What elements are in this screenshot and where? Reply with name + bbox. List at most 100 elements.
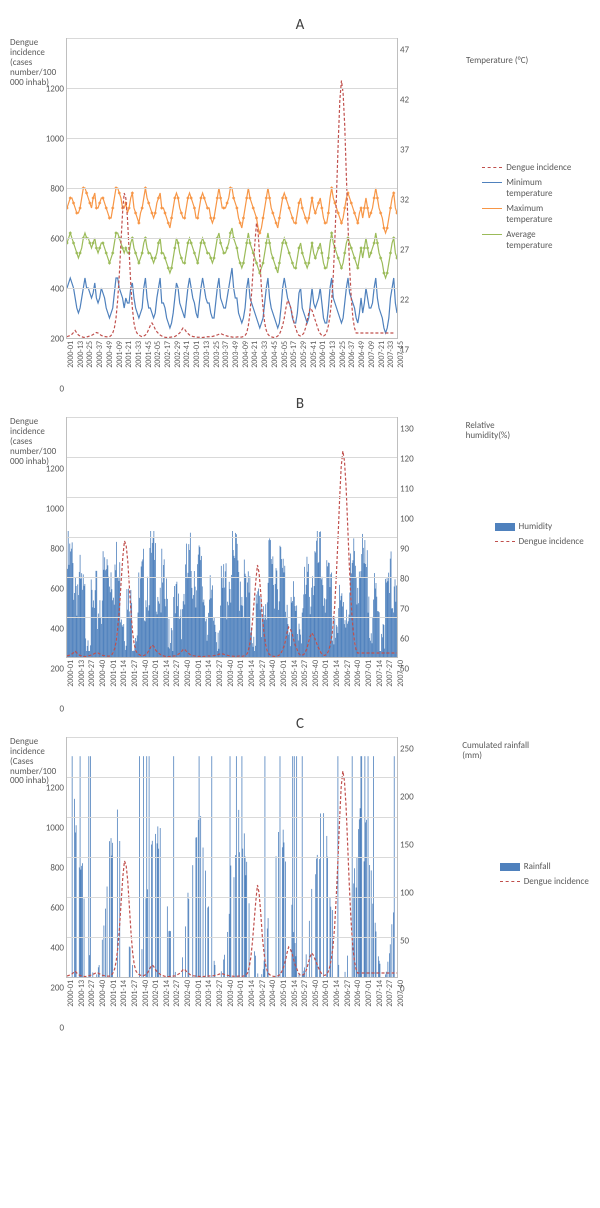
right-tick: 250: [400, 743, 414, 754]
x-tick: 2006-01: [318, 341, 328, 368]
x-tick: 2005-40: [311, 660, 321, 687]
x-tick: 2004-27: [258, 660, 268, 687]
x-tick: 2006-01: [321, 980, 331, 1007]
right-tick: 100: [400, 887, 414, 898]
x-tick: 2002-01: [151, 660, 161, 687]
x-tick: 2003-14: [204, 660, 214, 687]
chart-c-yright-title: Cumulated rainfall (mm): [462, 741, 546, 761]
x-tick: 2005-27: [300, 660, 310, 687]
x-tick: 2004-01: [236, 660, 246, 687]
x-tick: 2005-14: [290, 660, 300, 687]
right-tick: 110: [400, 484, 414, 495]
x-tick: 2005-40: [311, 980, 321, 1007]
chart-a-yleft-title: Dengue incidence (cases number/100 000 i…: [10, 38, 66, 87]
x-tick: 2004-01: [236, 980, 246, 1007]
left-tick: 600: [50, 234, 64, 245]
x-tick: 2007-09: [367, 341, 377, 368]
x-tick: 2003-49: [231, 341, 241, 368]
x-tick: 2000-01: [66, 980, 76, 1007]
x-tick: 2001-33: [134, 341, 144, 368]
x-tick: 2007-01: [364, 980, 374, 1007]
legend-item: Maximum temperature: [482, 203, 578, 225]
x-tick: 2003-27: [215, 660, 225, 687]
x-tick: 2007-14: [375, 660, 385, 687]
x-tick: 2001-14: [119, 980, 129, 1007]
left-tick: 200: [50, 334, 64, 345]
right-tick: 100: [400, 514, 414, 525]
right-tick: 50: [400, 664, 409, 675]
chart-b-legend: HumidityDengue incidence: [495, 517, 590, 551]
x-tick: 2000-40: [98, 660, 108, 687]
x-tick: 2001-27: [130, 660, 140, 687]
legend-item: Humidity: [495, 521, 590, 532]
x-tick: 2007-14: [375, 980, 385, 1007]
x-tick: 2000-01: [66, 660, 76, 687]
right-tick: 130: [400, 424, 414, 435]
right-tick: 90: [400, 544, 409, 555]
x-tick: 2005-27: [300, 980, 310, 1007]
chart-c-yleft-title: Dengue incidence (Cases number/100 000 i…: [10, 737, 66, 786]
x-tick: 2002-14: [162, 980, 172, 1007]
x-tick: 2002-40: [183, 980, 193, 1007]
x-tick: 2005-29: [299, 341, 309, 368]
x-tick: 2004-21: [250, 341, 260, 368]
x-tick: 2002-27: [172, 660, 182, 687]
right-tick: 80: [400, 574, 409, 585]
chart-b-yleft: Dengue incidence (cases number/100 000 i…: [10, 417, 66, 708]
left-tick: 600: [50, 903, 64, 914]
x-tick: 2000-13: [77, 660, 87, 687]
left-tick: 200: [50, 663, 64, 674]
x-tick: 2001-01: [109, 660, 119, 687]
right-tick: 42: [400, 95, 409, 106]
chart-c: Dengue incidence (Cases number/100 000 i…: [10, 737, 590, 1028]
legend-item: Minimum temperature: [482, 177, 578, 199]
chart-b-yleft-title: Dengue incidence (cases number/100 000 i…: [10, 417, 66, 466]
right-tick: 200: [400, 791, 414, 802]
chart-b: Dengue incidence (cases number/100 000 i…: [10, 417, 590, 708]
x-tick: 2006-27: [343, 660, 353, 687]
legend-item: Rainfall: [500, 861, 590, 872]
left-tick: 1000: [46, 823, 64, 834]
x-tick: 2000-13: [77, 980, 87, 1007]
right-tick: 32: [400, 195, 409, 206]
x-tick: 2003-01: [194, 980, 204, 1007]
legend-item: Dengue incidence: [482, 162, 578, 173]
panel-c-label: C: [10, 715, 590, 733]
chart-a-legend: Dengue incidence Minimum temperature Maxim…: [482, 158, 578, 255]
x-tick: 2000-37: [95, 341, 105, 368]
x-tick: 2006-40: [353, 660, 363, 687]
x-tick: 2007-01: [364, 660, 374, 687]
x-tick: 2005-01: [279, 980, 289, 1007]
right-tick: 47: [400, 45, 409, 56]
left-tick: 800: [50, 184, 64, 195]
right-tick: 150: [400, 839, 414, 850]
left-tick: 1000: [46, 503, 64, 514]
x-tick: 2007-33: [386, 341, 396, 368]
x-tick: 2001-27: [130, 980, 140, 1007]
x-tick: 2004-40: [268, 660, 278, 687]
x-tick: 2001-14: [119, 660, 129, 687]
x-tick: 2005-14: [290, 980, 300, 1007]
x-tick: 2004-14: [247, 660, 257, 687]
x-tick: 2002-41: [182, 341, 192, 368]
left-tick: 0: [59, 703, 64, 714]
panel-b-label: B: [10, 395, 590, 413]
chart-b-yright-title: Relative humidity(%): [466, 421, 541, 441]
x-tick: 2003-40: [226, 980, 236, 1007]
chart-a-xaxis: 2000-012000-132000-252000-372000-492001-…: [66, 339, 396, 389]
x-tick: 2006-14: [332, 980, 342, 1007]
x-tick: 2006-01: [321, 660, 331, 687]
chart-b-xaxis: 2000-012000-132000-272000-402001-012001-…: [66, 658, 396, 708]
x-tick: 2002-01: [151, 980, 161, 1007]
left-tick: 0: [59, 1023, 64, 1034]
chart-a: Dengue incidence (cases number/100 000 i…: [10, 38, 590, 389]
legend-item: Average temperature: [482, 229, 578, 251]
chart-c-xaxis: 2000-012000-132000-272000-402001-012001-…: [66, 978, 396, 1028]
x-tick: 2001-21: [124, 341, 134, 368]
x-tick: 2000-25: [85, 341, 95, 368]
x-tick: 2005-17: [289, 341, 299, 368]
x-tick: 2002-05: [153, 341, 163, 368]
x-tick: 2003-01: [192, 341, 202, 368]
left-tick: 1200: [46, 463, 64, 474]
left-tick: 800: [50, 543, 64, 554]
